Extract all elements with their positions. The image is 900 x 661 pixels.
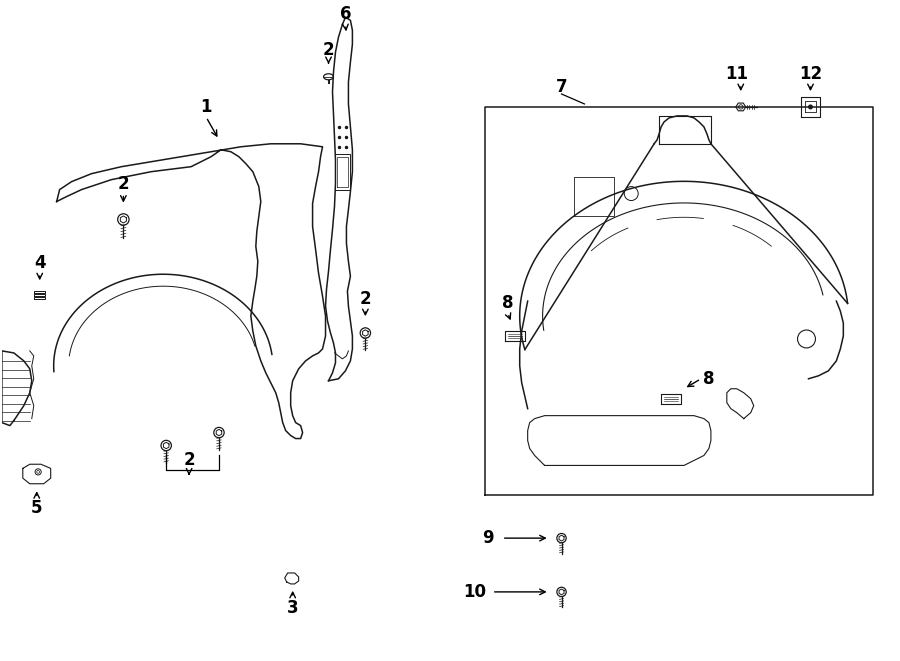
Text: 2: 2	[323, 41, 334, 59]
Text: 10: 10	[464, 583, 486, 601]
Circle shape	[809, 105, 813, 109]
Text: 6: 6	[339, 5, 351, 23]
Text: 8: 8	[703, 369, 715, 388]
Text: 12: 12	[799, 65, 822, 83]
Text: 2: 2	[184, 451, 195, 469]
Text: 8: 8	[502, 294, 514, 312]
Text: 11: 11	[725, 65, 748, 83]
Text: 5: 5	[31, 499, 42, 518]
Text: 9: 9	[482, 529, 494, 547]
Text: 1: 1	[201, 98, 212, 116]
Text: 7: 7	[555, 78, 567, 96]
Text: 4: 4	[34, 254, 46, 272]
Text: 3: 3	[287, 599, 299, 617]
Text: 2: 2	[118, 175, 130, 192]
Text: 2: 2	[359, 290, 371, 308]
